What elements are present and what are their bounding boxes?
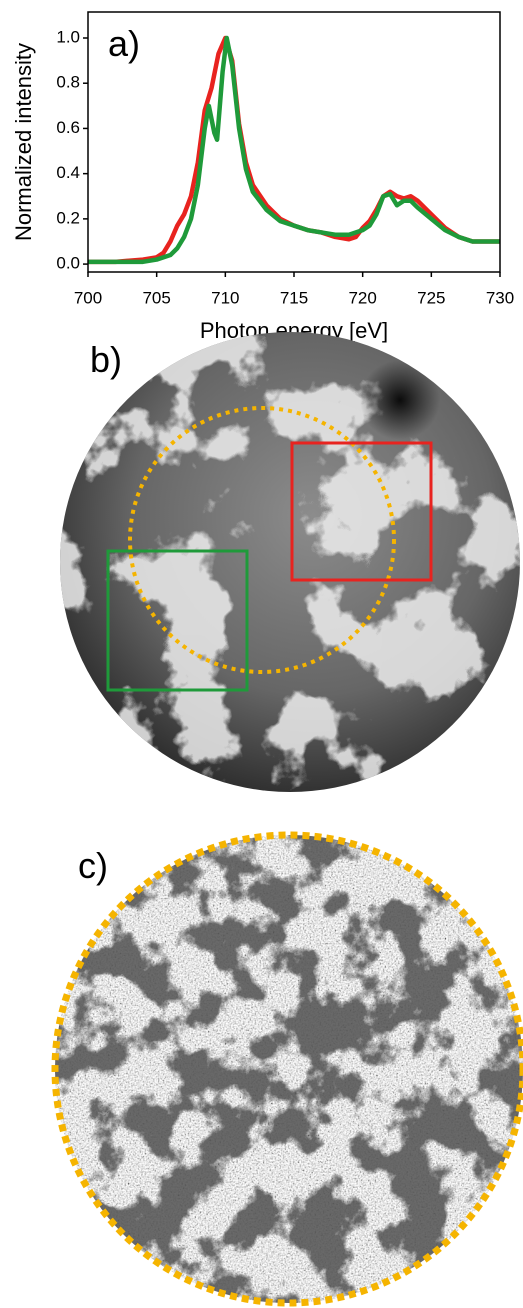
y-tick-label: 0.0 <box>56 254 80 273</box>
x-tick-label: 730 <box>486 288 514 307</box>
spectrum-line <box>88 38 500 262</box>
spectrum-line <box>88 38 500 262</box>
plot-frame <box>88 12 500 272</box>
y-tick-label: 0.8 <box>56 73 80 92</box>
x-tick-label: 710 <box>211 288 239 307</box>
y-tick-label: 0.4 <box>56 163 80 182</box>
y-tick-label: 0.2 <box>56 208 80 227</box>
x-tick-label: 705 <box>142 288 170 307</box>
figure: 700 705 710 715 720 725 730 0.0 0.2 0.4 0.6 0.8 1.0 a… <box>0 0 523 1308</box>
y-tick-label: 1.0 <box>56 27 80 46</box>
x-tick-label: 725 <box>417 288 445 307</box>
image-panel-c: c) <box>54 834 523 1304</box>
x-tick-label: 700 <box>74 288 102 307</box>
panel-label: b) <box>90 339 122 380</box>
image-spot <box>360 360 440 440</box>
x-tick-label: 715 <box>280 288 308 307</box>
x-tick-label: 720 <box>348 288 376 307</box>
image-domains <box>60 332 520 792</box>
panel-label: c) <box>78 845 108 886</box>
y-tick-label: 0.6 <box>56 118 80 137</box>
image-panel-b: b) <box>60 332 520 792</box>
y-axis-title: Normalized intensity <box>11 43 36 241</box>
panel-label: a) <box>108 23 140 64</box>
spectrum-chart: 700 705 710 715 720 725 730 0.0 0.2 0.4 0.6 0.8 1.0 a… <box>11 12 514 343</box>
